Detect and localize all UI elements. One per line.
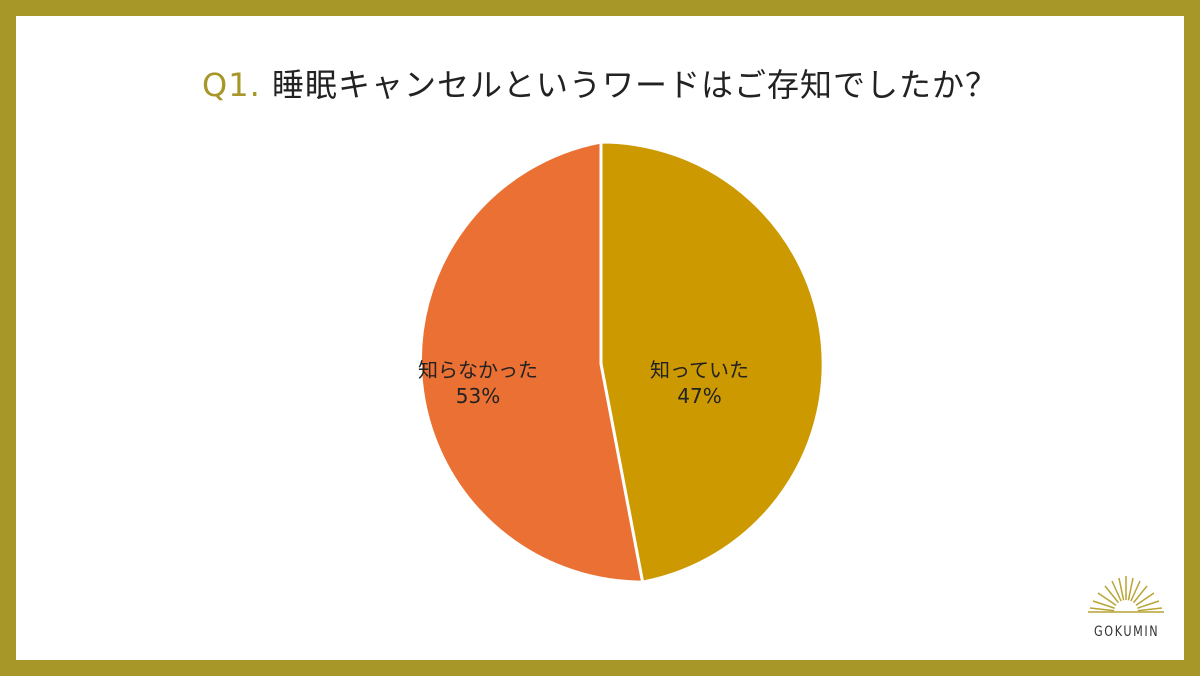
question-number: Q1. [202,66,261,104]
slice-category: 知らなかった [418,358,538,382]
chart-title: Q1. 睡眠キャンセルというワードはご存知でしたか？ [0,60,1200,106]
sunburst-icon [1088,576,1164,624]
slice-knew [599,140,825,584]
slice-percent: 53% [455,384,501,408]
slice-percent: 47% [677,384,722,408]
logo-text: GOKUMIN [1094,624,1160,640]
slice-did-not-know [418,140,645,584]
gokumin-logo: GOKUMIN [1086,572,1166,652]
slice-category: 知っていた [650,358,749,382]
slice-label-knew: 知っていた 47% [650,357,749,409]
question-text: 睡眠キャンセルというワードはご存知でしたか？ [271,66,998,104]
slice-label-did-not-know: 知らなかった 53% [418,357,538,409]
